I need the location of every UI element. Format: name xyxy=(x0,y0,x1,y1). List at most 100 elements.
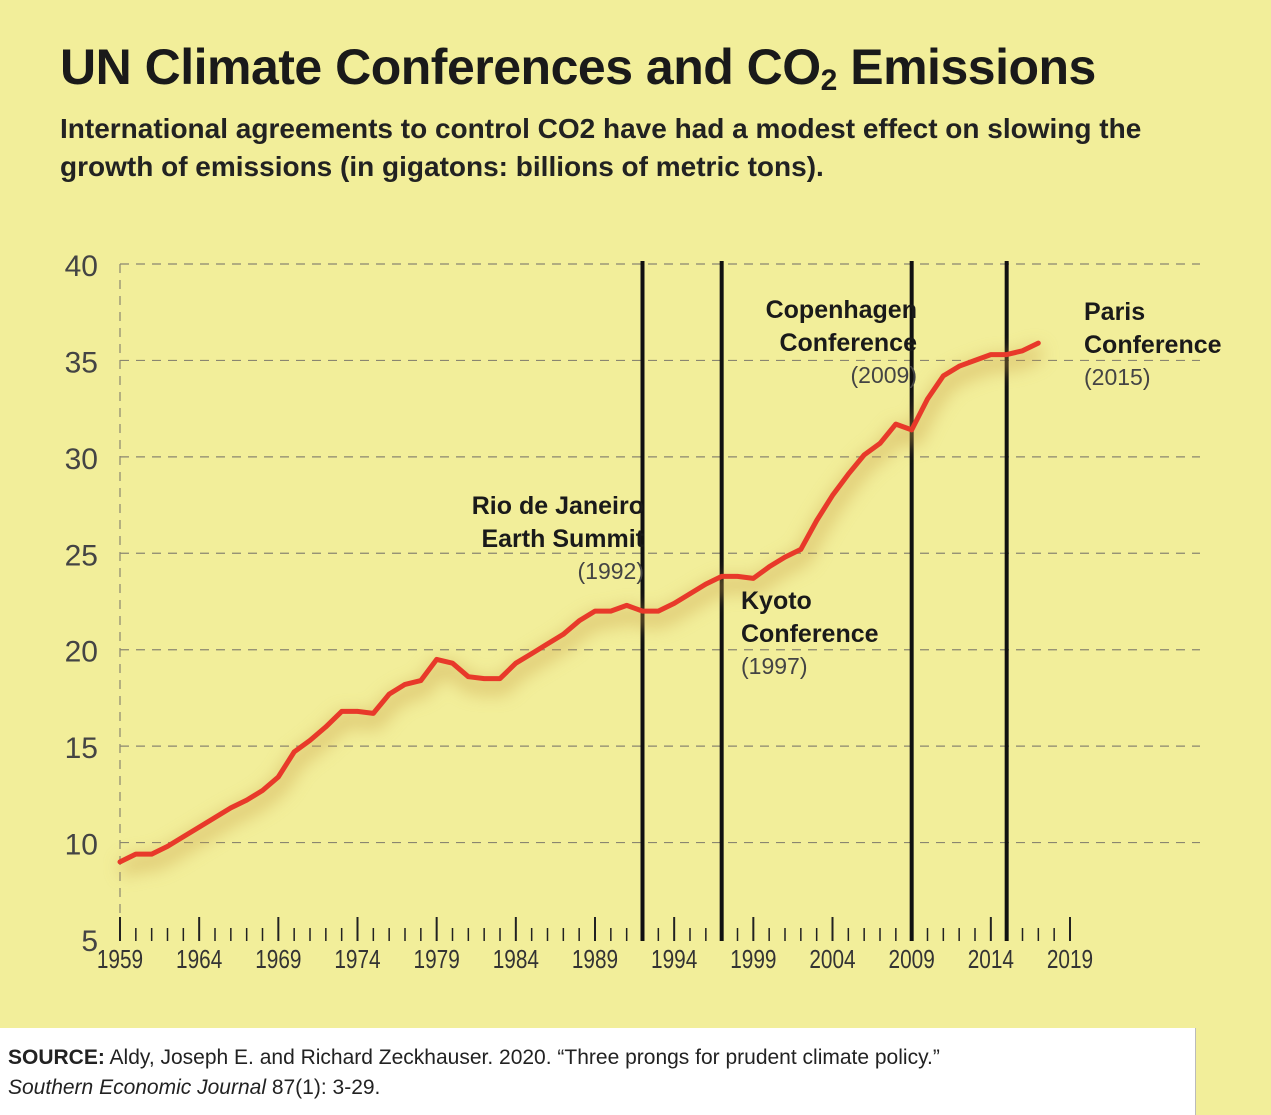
data-point xyxy=(545,641,550,647)
source-footer: SOURCE: Aldy, Joseph E. and Richard Zeck… xyxy=(0,1028,1196,1115)
data-point xyxy=(687,591,693,596)
axis-ticks: 5 10 15 20 25 30 35 40 1959 1964 1969 1974 1979 1984 1… xyxy=(65,250,1094,974)
emissions-series xyxy=(117,340,1044,877)
y-tick-label: 30 xyxy=(65,443,98,476)
x-tick-label: 2004 xyxy=(809,945,855,974)
data-point xyxy=(497,676,503,681)
chart-area: 5 10 15 20 25 30 35 40 1959 1964 1969 1974 1979 1984 1… xyxy=(65,250,1222,974)
data-point xyxy=(339,709,344,714)
grid-lines xyxy=(119,263,1200,929)
data-point xyxy=(276,774,281,780)
data-point xyxy=(117,859,123,865)
data-point xyxy=(703,581,709,587)
data-point xyxy=(671,601,677,606)
annotation-1997: Kyoto Conference (1997) xyxy=(741,587,879,679)
data-point xyxy=(830,493,835,498)
y-tick-label: 5 xyxy=(81,925,98,958)
data-point xyxy=(402,682,408,687)
annotation-title: Copenhagen xyxy=(766,296,917,324)
annotation-title: Conference xyxy=(779,329,917,357)
annotation-title: Conference xyxy=(1084,331,1222,359)
data-point xyxy=(529,651,534,656)
source-citation: SOURCE: Aldy, Joseph E. and Richard Zeck… xyxy=(8,1046,940,1069)
annotation-date: (2015) xyxy=(1084,364,1150,390)
data-point xyxy=(735,574,740,579)
data-point xyxy=(386,691,392,697)
data-point xyxy=(798,547,804,552)
data-point xyxy=(640,608,645,614)
x-tick-label: 1974 xyxy=(334,945,380,974)
data-point xyxy=(1004,352,1009,357)
data-point xyxy=(149,851,154,857)
annotation-title: Earth Summit xyxy=(481,525,644,553)
data-point xyxy=(656,608,661,614)
y-tick-label: 15 xyxy=(65,732,98,765)
data-point xyxy=(751,576,756,581)
data-point xyxy=(371,711,376,716)
data-point xyxy=(228,805,234,811)
annotation-title: Kyoto xyxy=(741,587,812,615)
x-tick-label: 1999 xyxy=(730,945,776,974)
data-point xyxy=(592,608,598,614)
data-point xyxy=(814,518,819,523)
data-point xyxy=(877,441,883,446)
data-point xyxy=(561,632,566,637)
annotation-1992: Rio de Janeiro Earth Summit (1992) xyxy=(472,492,645,584)
x-tick-label: 1989 xyxy=(572,945,618,974)
data-point xyxy=(1020,348,1025,353)
data-point xyxy=(212,815,218,820)
source-journal: Southern Economic Journal 87(1): 3-29. xyxy=(8,1076,381,1099)
data-point xyxy=(782,554,788,560)
y-tick-label: 10 xyxy=(65,829,98,862)
data-point xyxy=(861,452,867,458)
x-tick-label: 1969 xyxy=(255,945,301,974)
data-point xyxy=(719,574,724,579)
annotation-title: Conference xyxy=(741,620,879,648)
data-point xyxy=(181,834,186,839)
data-point xyxy=(766,564,772,569)
data-point xyxy=(323,724,329,730)
data-point xyxy=(893,421,899,427)
data-point xyxy=(624,603,629,608)
data-point xyxy=(988,352,994,357)
data-point xyxy=(434,657,439,662)
data-point xyxy=(307,738,313,743)
annotation-date: (1992) xyxy=(578,558,644,584)
data-point xyxy=(481,676,487,681)
data-point xyxy=(956,364,962,369)
data-point xyxy=(1036,340,1041,346)
annotation-date: (1997) xyxy=(741,653,807,679)
chart-subtitle: International agreements to control CO2 … xyxy=(60,113,1142,182)
annotation-title: Rio de Janeiro xyxy=(472,492,644,520)
data-point xyxy=(260,788,265,793)
x-tick-label: 1984 xyxy=(493,945,539,974)
x-tick-label: 2009 xyxy=(889,945,935,974)
data-point xyxy=(576,618,582,623)
chart-title: UN Climate Conferences and CO2 Emissions xyxy=(60,39,1096,97)
data-point xyxy=(244,797,249,803)
data-point xyxy=(291,749,297,755)
x-tick-label: 2014 xyxy=(968,945,1014,974)
y-tick-label: 40 xyxy=(65,250,98,283)
y-tick-label: 25 xyxy=(65,539,98,572)
data-point xyxy=(355,709,360,714)
data-point xyxy=(513,661,519,666)
conference-markers xyxy=(640,261,1009,941)
annotation-title: Paris xyxy=(1084,298,1145,326)
emissions-line xyxy=(117,340,1041,865)
x-tick-label: 1964 xyxy=(176,945,222,974)
data-point xyxy=(941,373,946,379)
series-shadow xyxy=(118,344,1044,877)
data-point xyxy=(608,608,614,614)
data-point xyxy=(846,472,851,477)
x-tick-label: 1979 xyxy=(414,945,460,974)
annotation-2009: Copenhagen Conference (2009) xyxy=(766,296,917,388)
x-tick-label: 2019 xyxy=(1047,945,1093,974)
data-point xyxy=(466,674,471,679)
annotation-date: (2009) xyxy=(851,362,917,388)
annotation-2015: Paris Conference (2015) xyxy=(1084,298,1222,390)
data-point xyxy=(133,851,139,857)
data-point xyxy=(450,661,455,666)
x-tick-label: 1959 xyxy=(97,945,143,974)
data-point xyxy=(165,844,170,849)
